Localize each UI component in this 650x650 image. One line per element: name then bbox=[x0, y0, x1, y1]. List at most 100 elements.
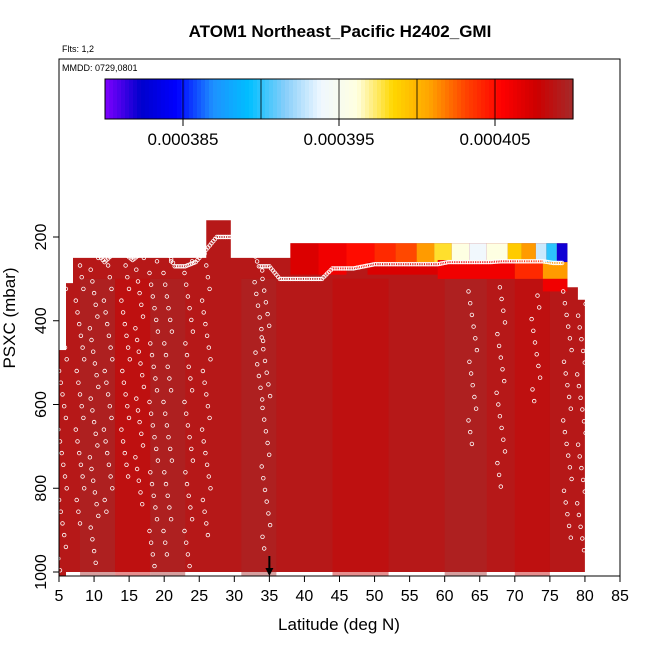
track-point bbox=[259, 335, 264, 340]
track-point bbox=[119, 427, 124, 432]
heatmap-cell bbox=[437, 260, 515, 279]
track-point bbox=[87, 455, 93, 460]
track-point bbox=[259, 326, 264, 332]
track-point bbox=[74, 368, 79, 374]
track-point bbox=[94, 502, 99, 507]
colorbar-segment bbox=[429, 79, 434, 119]
track-point bbox=[183, 470, 188, 475]
colorbar-segment bbox=[265, 79, 270, 119]
track-point bbox=[162, 411, 168, 416]
heatmap-cell bbox=[451, 243, 470, 263]
track-point bbox=[155, 458, 161, 463]
colorbar-segment bbox=[241, 79, 246, 119]
track-point bbox=[96, 255, 101, 261]
track-point bbox=[125, 474, 131, 479]
colorbar-segment bbox=[385, 79, 390, 119]
colorbar-segment bbox=[317, 79, 322, 119]
x-tick-label: 25 bbox=[190, 588, 208, 605]
chart-title: ATOM1 Northeast_Pacific H2402_GMI bbox=[189, 22, 492, 41]
track-point bbox=[167, 317, 173, 323]
track-point bbox=[120, 368, 125, 374]
track-point bbox=[91, 290, 97, 296]
track-point bbox=[204, 392, 209, 397]
track-point bbox=[168, 257, 174, 262]
track-point bbox=[79, 404, 84, 409]
track-point bbox=[148, 540, 154, 545]
track-point bbox=[185, 423, 191, 428]
track-point bbox=[165, 364, 170, 369]
heatmap-cell bbox=[332, 278, 389, 576]
track-point bbox=[567, 465, 573, 470]
track-point bbox=[201, 439, 206, 444]
track-point bbox=[152, 306, 157, 311]
track-point bbox=[264, 499, 269, 504]
track-point bbox=[501, 437, 506, 442]
track-point bbox=[56, 427, 61, 432]
track-point bbox=[187, 435, 192, 440]
track-point bbox=[93, 302, 98, 307]
colorbar-segment bbox=[325, 79, 330, 119]
track-point bbox=[154, 388, 160, 393]
track-point bbox=[580, 407, 585, 412]
track-point bbox=[90, 279, 95, 284]
colorbar-segment bbox=[497, 79, 502, 119]
track-point bbox=[531, 328, 536, 333]
track-point bbox=[60, 392, 65, 397]
track-point bbox=[582, 360, 587, 365]
track-point bbox=[469, 441, 475, 447]
track-point bbox=[62, 345, 68, 350]
track-point bbox=[105, 263, 111, 268]
track-point bbox=[147, 399, 152, 405]
track-point bbox=[91, 419, 97, 425]
track-point bbox=[61, 462, 66, 467]
track-point bbox=[153, 376, 158, 381]
track-point bbox=[208, 486, 213, 491]
colorbar-segment bbox=[213, 79, 218, 119]
track-point bbox=[151, 364, 156, 369]
colorbar-segment bbox=[205, 79, 210, 119]
track-point bbox=[152, 563, 157, 569]
colorbar-segment bbox=[541, 79, 546, 119]
track-point bbox=[138, 361, 143, 366]
colorbar-segment bbox=[449, 79, 454, 119]
x-tick-label: 75 bbox=[541, 588, 559, 605]
track-point bbox=[254, 259, 260, 264]
track-point bbox=[206, 474, 211, 479]
track-point bbox=[90, 537, 95, 542]
colorbar-tick-label: 0.000385 bbox=[148, 130, 219, 149]
track-point bbox=[93, 560, 98, 565]
track-point bbox=[58, 251, 63, 256]
colorbar-segment bbox=[141, 79, 146, 119]
x-axis-label: Latitude (deg N) bbox=[278, 615, 400, 634]
colorbar-segment bbox=[417, 79, 422, 119]
track-point bbox=[152, 435, 157, 440]
track-point bbox=[565, 383, 570, 388]
y-tick-label: 400 bbox=[33, 307, 50, 334]
colorbar-segment bbox=[233, 79, 238, 119]
track-point bbox=[169, 329, 175, 334]
track-point bbox=[61, 333, 66, 338]
track-point bbox=[562, 429, 568, 435]
heatmap-cell bbox=[514, 260, 543, 279]
colorbar-segment bbox=[341, 79, 346, 119]
colorbar-segment bbox=[121, 79, 126, 119]
track-point bbox=[583, 301, 588, 307]
track-point bbox=[56, 298, 61, 303]
colorbar-segment bbox=[289, 79, 294, 119]
track-point bbox=[575, 501, 580, 506]
track-point bbox=[203, 450, 208, 456]
track-point bbox=[134, 267, 139, 272]
track-point bbox=[565, 512, 570, 517]
track-point bbox=[166, 306, 171, 311]
track-point bbox=[262, 487, 268, 493]
colorbar-segment bbox=[457, 79, 462, 119]
track-point bbox=[529, 316, 534, 322]
x-tick-label: 10 bbox=[85, 588, 103, 605]
colorbar-segment bbox=[397, 79, 402, 119]
colorbar-segment bbox=[253, 79, 258, 119]
track-point bbox=[125, 404, 130, 409]
track-point bbox=[81, 486, 87, 491]
heatmap-cell bbox=[416, 243, 435, 265]
track-point bbox=[59, 450, 64, 456]
track-point bbox=[561, 418, 566, 423]
